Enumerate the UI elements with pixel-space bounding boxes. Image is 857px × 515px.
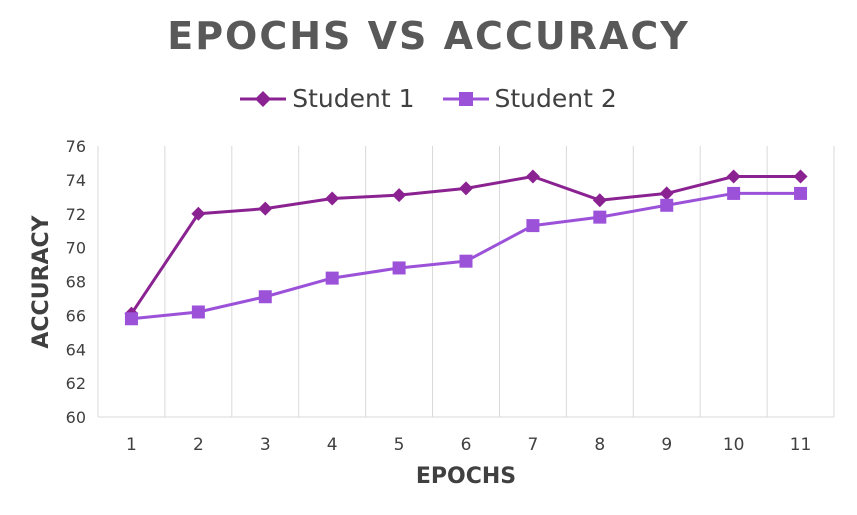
data-point-square — [392, 261, 406, 275]
y-tick-label: 70 — [66, 239, 86, 258]
data-point-diamond — [191, 206, 206, 221]
data-point-diamond — [459, 181, 473, 196]
data-point-diamond — [726, 169, 741, 184]
x-tick-label: 2 — [193, 435, 204, 455]
data-point-diamond — [525, 169, 540, 184]
y-tick-label: 72 — [66, 205, 86, 224]
data-point-diamond — [659, 186, 674, 201]
y-axis-title: ACCURACY — [29, 214, 54, 348]
y-tick-label: 62 — [66, 374, 86, 393]
x-tick-label: 3 — [260, 435, 271, 455]
legend-swatch-diamond-icon — [240, 90, 287, 107]
data-point-square — [191, 305, 205, 319]
series-layer — [124, 169, 808, 326]
data-point-square — [325, 271, 339, 285]
data-point-square — [526, 219, 540, 233]
data-point-square — [459, 254, 473, 268]
series-2 — [124, 186, 808, 326]
x-axis-title: EPOCHS — [416, 464, 516, 489]
data-point-square — [794, 186, 808, 200]
y-tick-label: 60 — [66, 408, 86, 427]
data-point-diamond — [592, 193, 607, 208]
y-tick-label: 64 — [66, 340, 86, 359]
x-tick-label: 11 — [790, 435, 812, 455]
data-point-square — [124, 312, 138, 326]
x-tick-label: 9 — [661, 435, 672, 455]
x-tick-label: 10 — [723, 435, 745, 455]
y-axis-ticks: 60 62 64 66 68 70 72 74 76 — [66, 137, 86, 427]
x-tick-label: 8 — [594, 435, 605, 455]
legend-item-student-2: Student 2 — [442, 84, 617, 113]
y-tick-label: 68 — [66, 273, 86, 292]
x-tick-label: 7 — [527, 435, 538, 455]
legend-swatch-square-icon — [442, 91, 489, 106]
x-axis-ticks: 1 2 3 4 5 6 7 8 9 10 11 — [126, 435, 811, 455]
data-point-diamond — [258, 201, 273, 216]
legend-item-student-1: Student 1 — [240, 84, 415, 113]
legend: Student 1 Student 2 — [0, 84, 857, 113]
data-point-square — [660, 198, 674, 212]
series-1 — [124, 169, 808, 321]
x-tick-label: 1 — [126, 435, 137, 455]
data-point-square — [593, 210, 607, 224]
x-tick-label: 5 — [394, 435, 405, 455]
data-point-diamond — [392, 188, 407, 203]
data-point-square — [258, 290, 272, 304]
y-tick-label: 74 — [66, 171, 86, 190]
data-point-diamond — [793, 169, 808, 184]
legend-label-student-2: Student 2 — [494, 84, 617, 113]
data-point-square — [727, 186, 741, 200]
y-tick-label: 76 — [66, 137, 86, 156]
data-point-diamond — [325, 191, 340, 206]
legend-label-student-1: Student 1 — [292, 84, 415, 113]
gridlines — [97, 146, 835, 418]
chart-title: EPOCHS VS ACCURACY — [167, 14, 690, 58]
x-tick-label: 4 — [327, 435, 338, 455]
x-tick-label: 6 — [461, 435, 472, 455]
y-tick-label: 66 — [66, 306, 86, 325]
